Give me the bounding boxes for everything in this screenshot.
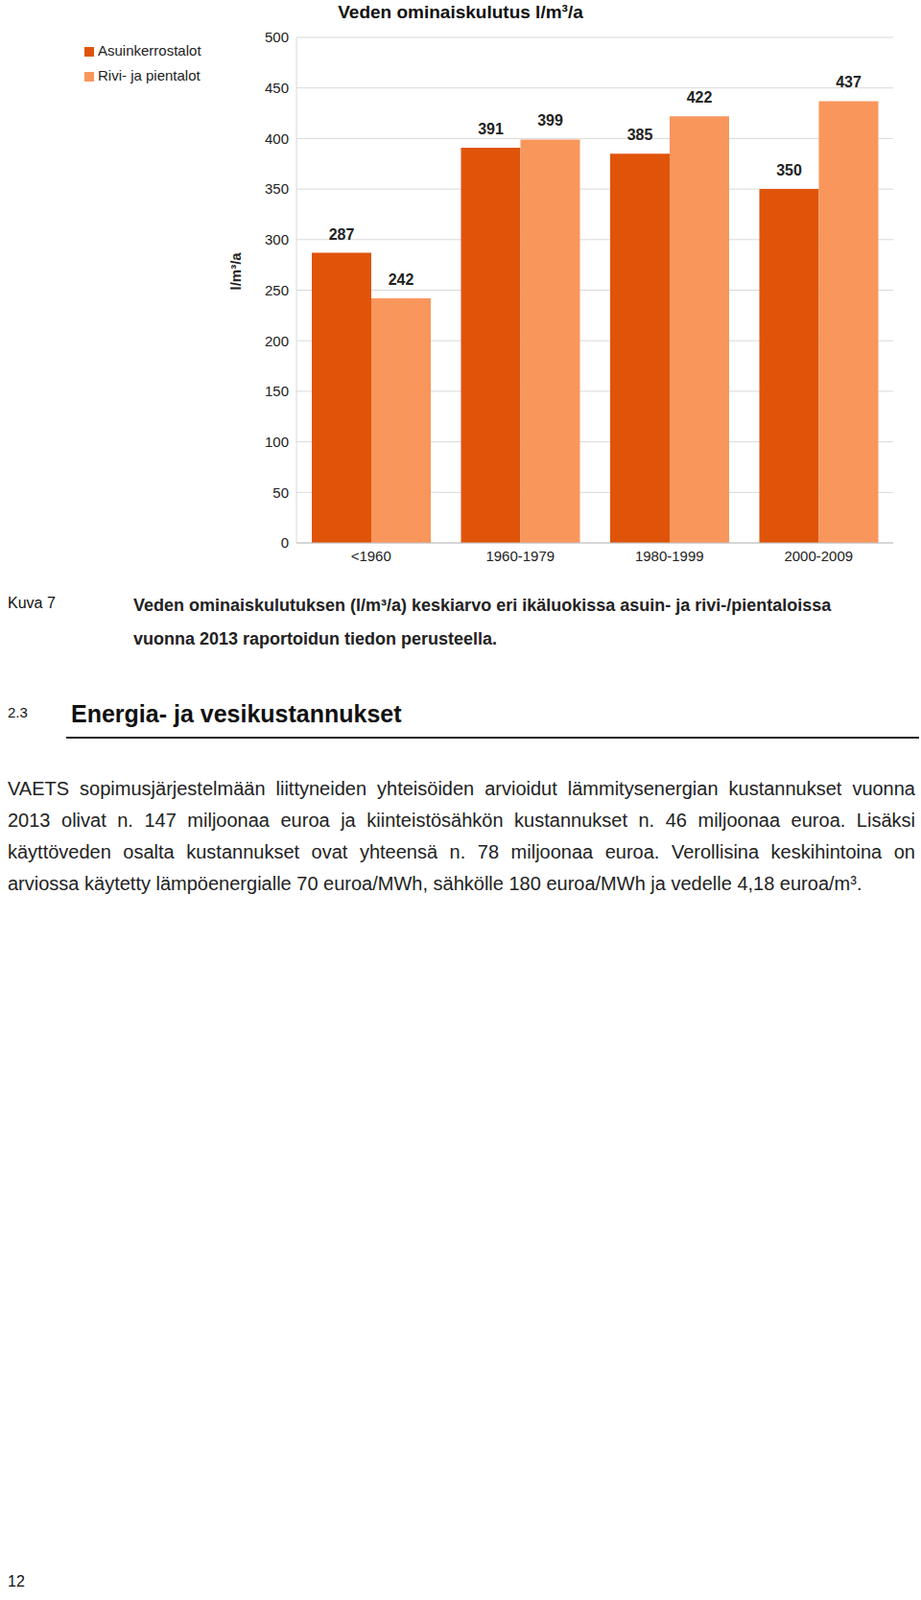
- svg-text:0: 0: [281, 534, 289, 551]
- svg-text:287: 287: [329, 226, 355, 243]
- svg-text:50: 50: [272, 484, 289, 501]
- svg-text:400: 400: [264, 130, 289, 147]
- svg-text:200: 200: [264, 332, 289, 350]
- svg-text:399: 399: [537, 112, 564, 129]
- html-text:12: 12: [7, 1573, 25, 1590]
- svg-text:437: 437: [835, 73, 862, 91]
- svg-text:1980-1999: 1980-1999: [635, 547, 705, 565]
- html-text:VAETS sopimusjärjestelmään lii: VAETS sopimusjärjestelmään liittyneiden …: [7, 778, 916, 895]
- svg-text:150: 150: [264, 382, 289, 400]
- html-text:Asuinkerrostalot: Asuinkerrostalot: [97, 42, 202, 59]
- svg-text:300: 300: [264, 231, 289, 248]
- svg-text:<1960: <1960: [351, 547, 392, 565]
- html-text:Rivi- ja pientalot: Rivi- ja pientalot: [97, 67, 201, 84]
- svg-text:385: 385: [627, 126, 654, 143]
- svg-text:450: 450: [264, 79, 289, 96]
- svg-text:242: 242: [388, 271, 415, 288]
- svg-text:350: 350: [264, 180, 289, 197]
- html-text:Energia- ja vesikustannukset: Energia- ja vesikustannukset: [70, 700, 402, 728]
- svg-text:500: 500: [264, 28, 289, 46]
- svg-text:l/m³/a: l/m³/a: [227, 252, 244, 291]
- html-text:2.3: 2.3: [7, 704, 28, 721]
- html-text:Veden ominaiskulutus l/m³/a: Veden ominaiskulutus l/m³/a: [337, 1, 584, 23]
- svg-text:2000-2009: 2000-2009: [783, 547, 853, 565]
- svg-text:100: 100: [264, 433, 289, 450]
- svg-text:1960-1979: 1960-1979: [485, 547, 555, 565]
- html-text:Kuva 7: Kuva 7: [7, 594, 56, 612]
- html-text:Veden ominaiskulutuksen (l/m³/: Veden ominaiskulutuksen (l/m³/a) keskiar…: [133, 595, 832, 649]
- svg-text:422: 422: [686, 89, 713, 106]
- svg-text:250: 250: [264, 282, 289, 299]
- svg-text:350: 350: [776, 162, 803, 179]
- svg-text:391: 391: [477, 120, 504, 138]
